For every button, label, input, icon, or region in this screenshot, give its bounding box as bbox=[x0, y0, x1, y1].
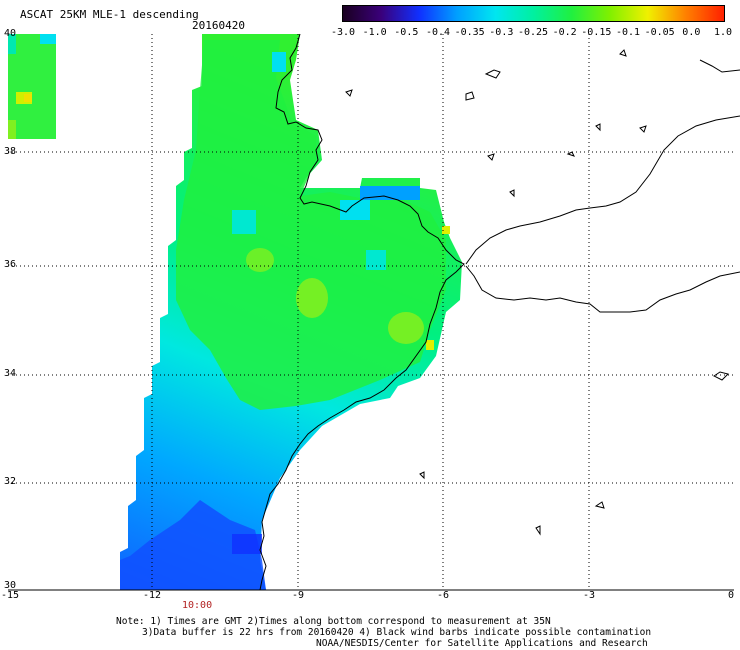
color-scale-tick-label: 1.0 bbox=[713, 27, 733, 38]
swath-patch-northwest bbox=[8, 34, 56, 139]
product-date: 20160420 bbox=[192, 19, 245, 32]
lat-tick-36: 36 bbox=[4, 259, 17, 270]
lon-tick-m15: -15 bbox=[0, 590, 20, 601]
color-scale-tick-label: -0.3 bbox=[489, 27, 514, 38]
lat-tick-40: 40 bbox=[4, 28, 17, 39]
color-scale-tick-label: -0.05 bbox=[644, 27, 675, 38]
lon-tick-0: 0 bbox=[727, 590, 735, 601]
graticule bbox=[8, 34, 734, 590]
color-scale-tick-label: -0.35 bbox=[454, 27, 485, 38]
time-label: 10:00 bbox=[182, 600, 213, 611]
color-scale-tick-label: -3.0 bbox=[330, 27, 356, 38]
color-scale-tick-label: -0.2 bbox=[552, 27, 577, 38]
islands bbox=[345, 49, 647, 536]
note-line-2: 3)Data buffer is 22 hrs from 20160420 4)… bbox=[142, 627, 652, 638]
color-scale-tick-label: -0.15 bbox=[581, 27, 612, 38]
color-scale-tick-label: -0.25 bbox=[517, 27, 549, 38]
lat-tick-32: 32 bbox=[4, 476, 17, 487]
lon-tick-m9: -9 bbox=[291, 590, 305, 601]
color-scale-tick-label: 0.0 bbox=[682, 27, 701, 38]
color-scale-tick-label: -0.5 bbox=[394, 27, 419, 38]
lon-tick-m3: -3 bbox=[582, 590, 596, 601]
color-scale-tick-label: -1.0 bbox=[362, 27, 387, 38]
lon-tick-m6: -6 bbox=[436, 590, 450, 601]
lat-tick-38: 38 bbox=[4, 146, 17, 157]
coastline bbox=[259, 33, 740, 591]
color-scale-tick-label: -0.1 bbox=[615, 27, 641, 38]
color-scale-bar bbox=[342, 5, 725, 22]
note-line-3: NOAA/NESDIS/Center for Satellite Applica… bbox=[316, 638, 648, 649]
note-line-1: Note: 1) Times are GMT 2)Times along bot… bbox=[116, 616, 551, 627]
swath-main bbox=[120, 34, 462, 590]
lat-tick-30: 30 bbox=[4, 580, 17, 591]
lat-tick-34: 34 bbox=[4, 368, 17, 379]
lon-tick-m12: -12 bbox=[142, 590, 162, 601]
color-scale-tick-label: -0.4 bbox=[425, 27, 451, 38]
product-title: ASCAT 25KM MLE-1 descending bbox=[20, 8, 199, 21]
